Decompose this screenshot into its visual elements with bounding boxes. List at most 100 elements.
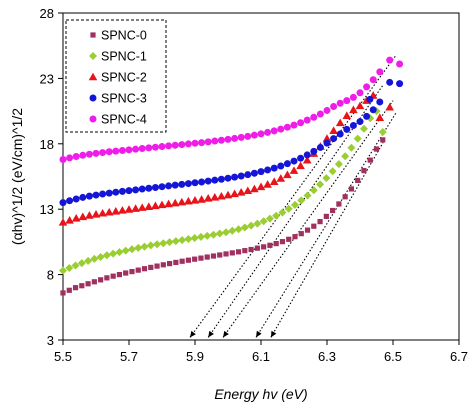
data-point xyxy=(121,246,130,255)
legend-item: SPNC-0 xyxy=(90,29,147,43)
data-point xyxy=(248,246,254,253)
data-point xyxy=(125,187,133,195)
data-point xyxy=(231,173,239,181)
data-point xyxy=(386,78,394,86)
data-point xyxy=(356,89,364,97)
data-point xyxy=(132,186,140,194)
data-point xyxy=(98,277,104,283)
data-point xyxy=(334,160,343,169)
data-point xyxy=(98,208,107,217)
data-point xyxy=(264,166,272,174)
data-point xyxy=(304,227,311,233)
data-point xyxy=(284,204,293,213)
data-point xyxy=(112,188,120,196)
data-point xyxy=(79,151,87,159)
data-point xyxy=(272,211,281,220)
data-point xyxy=(72,152,80,160)
data-point xyxy=(278,208,287,217)
data-point xyxy=(279,239,286,245)
data-point xyxy=(343,97,351,105)
data-point xyxy=(237,172,245,180)
data-point xyxy=(178,236,187,245)
data-point xyxy=(210,253,217,259)
data-point xyxy=(286,236,292,242)
data-point xyxy=(99,149,107,157)
data-point xyxy=(144,202,154,211)
data-point xyxy=(243,186,253,195)
data-point xyxy=(66,154,74,162)
data-point xyxy=(157,200,167,209)
data-point xyxy=(342,111,352,119)
data-point xyxy=(256,182,266,191)
data-point xyxy=(127,245,136,254)
data-point xyxy=(234,225,243,234)
data-point xyxy=(66,287,72,293)
data-point xyxy=(203,194,213,202)
data-point xyxy=(330,207,336,214)
data-point xyxy=(165,238,174,247)
data-point xyxy=(217,175,225,183)
data-point xyxy=(310,147,318,155)
data-point xyxy=(66,197,74,205)
data-point xyxy=(105,189,113,197)
data-point xyxy=(210,192,220,201)
data-point xyxy=(236,188,246,196)
data-point xyxy=(376,98,384,106)
tangent-arrowhead xyxy=(223,330,229,338)
tangent-arrowhead xyxy=(256,330,262,338)
data-point xyxy=(165,142,173,150)
data-point xyxy=(211,137,219,145)
data-point xyxy=(184,180,192,188)
data-point xyxy=(84,256,93,265)
data-point xyxy=(178,141,186,149)
data-point xyxy=(92,191,100,199)
data-point xyxy=(263,180,272,188)
data-point xyxy=(112,147,120,155)
data-point xyxy=(302,155,312,164)
data-point xyxy=(250,184,259,193)
data-point xyxy=(78,212,88,221)
data-point xyxy=(204,138,212,146)
data-point xyxy=(90,32,96,38)
x-tick-label: 6.3 xyxy=(318,349,336,364)
data-point xyxy=(146,241,155,250)
data-point xyxy=(223,251,229,257)
data-point xyxy=(297,196,306,205)
data-point xyxy=(203,231,212,240)
data-point xyxy=(104,207,114,216)
data-point xyxy=(118,187,126,195)
data-point xyxy=(72,195,80,203)
data-point xyxy=(224,135,232,143)
data-point xyxy=(140,242,149,251)
data-point xyxy=(60,290,66,296)
y-axis-title-text: (αhv)^1/2 (eV/cm)^1/2 xyxy=(9,108,25,245)
data-point xyxy=(134,243,143,252)
y-axis-title: (αhv)^1/2 (eV/cm)^1/2 xyxy=(9,108,25,245)
legend: SPNC-0 SPNC-1 SPNC-2 SPNC-3 SPNC-4 xyxy=(65,19,167,133)
data-point xyxy=(185,257,191,263)
data-point xyxy=(323,106,331,114)
data-point xyxy=(79,193,87,201)
data-point xyxy=(230,189,239,198)
legend-label: SPNC-3 xyxy=(101,92,147,106)
data-point xyxy=(116,272,123,278)
data-point xyxy=(160,262,166,268)
data-point xyxy=(88,72,98,81)
data-point xyxy=(118,206,127,214)
data-point xyxy=(322,134,332,142)
data-point xyxy=(254,245,260,251)
y-tick-label: 18 xyxy=(40,137,54,152)
legend-item: SPNC-1 xyxy=(89,50,147,64)
data-point xyxy=(335,118,345,127)
data-point xyxy=(373,146,380,152)
y-tick-label: 3 xyxy=(47,333,54,348)
data-point xyxy=(165,182,173,190)
data-point xyxy=(369,76,377,84)
data-point xyxy=(192,256,198,262)
data-point xyxy=(378,128,387,137)
data-point xyxy=(376,68,384,76)
data-point xyxy=(267,242,273,248)
data-point xyxy=(298,231,304,237)
data-point xyxy=(184,140,192,148)
series-spnc-4 xyxy=(59,56,404,163)
